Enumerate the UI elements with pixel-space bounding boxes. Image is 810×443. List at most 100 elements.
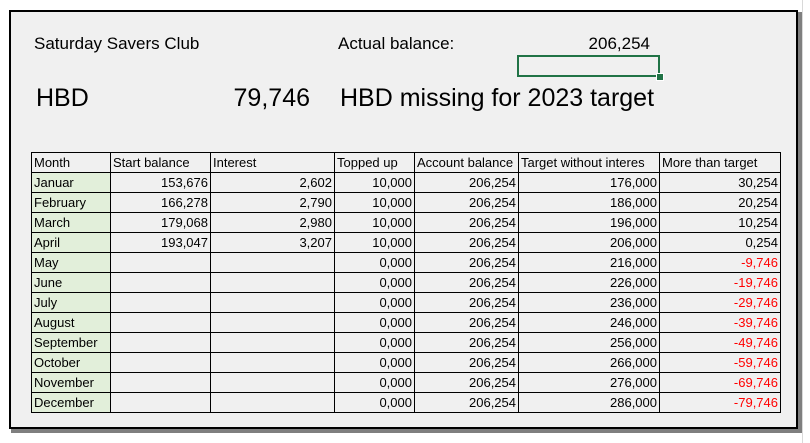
target-cell[interactable]: 186,000 [518,192,660,213]
start-balance-cell[interactable]: 193,047 [110,232,211,253]
hbd-missing-label[interactable]: HBD missing for 2023 target [340,84,655,112]
start-balance-cell[interactable]: 179,068 [110,212,211,233]
start-balance-cell[interactable] [110,332,211,353]
topped-up-cell[interactable]: 0,000 [334,252,415,273]
more-than-target-cell[interactable]: -69,746 [659,372,781,393]
month-cell[interactable]: February [31,192,111,213]
col-header-topped-up[interactable]: Topped up [334,152,415,173]
account-balance-cell[interactable]: 206,254 [414,172,519,193]
hbd-label[interactable]: HBD [36,84,89,112]
account-balance-cell[interactable]: 206,254 [414,272,519,293]
month-cell[interactable]: November [31,372,111,393]
more-than-target-cell[interactable]: 0,254 [659,232,781,253]
month-cell[interactable]: July [31,292,111,313]
account-balance-cell[interactable]: 206,254 [414,392,519,413]
interest-cell[interactable] [210,252,335,273]
target-cell[interactable]: 176,000 [518,172,660,193]
topped-up-cell[interactable]: 10,000 [334,212,415,233]
start-balance-cell[interactable]: 166,278 [110,192,211,213]
month-cell[interactable]: May [31,252,111,273]
interest-cell[interactable] [210,372,335,393]
target-cell[interactable]: 276,000 [518,372,660,393]
club-name[interactable]: Saturday Savers Club [34,34,200,53]
account-balance-cell[interactable]: 206,254 [414,352,519,373]
topped-up-cell[interactable]: 10,000 [334,172,415,193]
more-than-target-cell[interactable]: -79,746 [659,392,781,413]
target-cell[interactable]: 246,000 [518,312,660,333]
account-balance-cell[interactable]: 206,254 [414,232,519,253]
more-than-target-cell[interactable]: 20,254 [659,192,781,213]
interest-cell[interactable] [210,392,335,413]
interest-cell[interactable] [210,332,335,353]
start-balance-cell[interactable] [110,252,211,273]
start-balance-cell[interactable] [110,312,211,333]
topped-up-cell[interactable]: 10,000 [334,192,415,213]
account-balance-cell[interactable]: 206,254 [414,292,519,313]
more-than-target-cell[interactable]: -9,746 [659,252,781,273]
target-cell[interactable]: 226,000 [518,272,660,293]
interest-cell[interactable] [210,272,335,293]
month-cell[interactable]: October [31,352,111,373]
account-balance-cell[interactable]: 206,254 [414,192,519,213]
more-than-target-cell[interactable]: 30,254 [659,172,781,193]
month-cell[interactable]: August [31,312,111,333]
topped-up-cell[interactable]: 0,000 [334,392,415,413]
account-balance-cell[interactable]: 206,254 [414,312,519,333]
col-header-interest[interactable]: Interest [210,152,335,173]
month-cell[interactable]: Januar [31,172,111,193]
start-balance-cell[interactable] [110,372,211,393]
interest-cell[interactable]: 3,207 [210,232,335,253]
col-header-target[interactable]: Target without interes [518,152,660,173]
target-cell[interactable]: 196,000 [518,212,660,233]
account-balance-cell[interactable]: 206,254 [414,332,519,353]
fill-handle[interactable] [656,73,664,81]
topped-up-cell[interactable]: 0,000 [334,352,415,373]
hbd-value[interactable]: 79,746 [233,84,310,112]
interest-cell[interactable] [210,312,335,333]
more-than-target-cell[interactable]: 10,254 [659,212,781,233]
col-header-account-balance[interactable]: Account balance [414,152,519,173]
month-cell[interactable]: April [31,232,111,253]
start-balance-cell[interactable] [110,352,211,373]
month-cell[interactable]: June [31,272,111,293]
target-cell[interactable]: 236,000 [518,292,660,313]
selected-cell[interactable] [517,55,660,77]
account-balance-cell[interactable]: 206,254 [414,372,519,393]
start-balance-cell[interactable] [110,392,211,413]
col-header-month[interactable]: Month [31,152,111,173]
target-cell[interactable]: 216,000 [518,252,660,273]
more-than-target-cell[interactable]: -59,746 [659,352,781,373]
month-cell[interactable]: December [31,392,111,413]
topped-up-cell[interactable]: 0,000 [334,312,415,333]
topped-up-cell[interactable]: 0,000 [334,272,415,293]
actual-balance-value[interactable]: 206,254 [588,34,650,53]
start-balance-cell[interactable] [110,292,211,313]
table-row: December 0,000 206,254 286,000 -79,746 [31,392,781,413]
interest-cell[interactable]: 2,602 [210,172,335,193]
account-balance-cell[interactable]: 206,254 [414,252,519,273]
more-than-target-cell[interactable]: -39,746 [659,312,781,333]
target-cell[interactable]: 286,000 [518,392,660,413]
topped-up-cell[interactable]: 0,000 [334,372,415,393]
more-than-target-cell[interactable]: -19,746 [659,272,781,293]
col-header-more-than-target[interactable]: More than target [659,152,781,173]
target-cell[interactable]: 256,000 [518,332,660,353]
account-balance-cell[interactable]: 206,254 [414,212,519,233]
topped-up-cell[interactable]: 0,000 [334,332,415,353]
interest-cell[interactable]: 2,790 [210,192,335,213]
start-balance-cell[interactable]: 153,676 [110,172,211,193]
target-cell[interactable]: 266,000 [518,352,660,373]
interest-cell[interactable] [210,292,335,313]
month-cell[interactable]: March [31,212,111,233]
more-than-target-cell[interactable]: -29,746 [659,292,781,313]
more-than-target-cell[interactable]: -49,746 [659,332,781,353]
interest-cell[interactable]: 2,980 [210,212,335,233]
target-cell[interactable]: 206,000 [518,232,660,253]
actual-balance-label[interactable]: Actual balance: [338,34,455,53]
start-balance-cell[interactable] [110,272,211,293]
month-cell[interactable]: September [31,332,111,353]
topped-up-cell[interactable]: 10,000 [334,232,415,253]
interest-cell[interactable] [210,352,335,373]
topped-up-cell[interactable]: 0,000 [334,292,415,313]
col-header-start-balance[interactable]: Start balance [110,152,211,173]
